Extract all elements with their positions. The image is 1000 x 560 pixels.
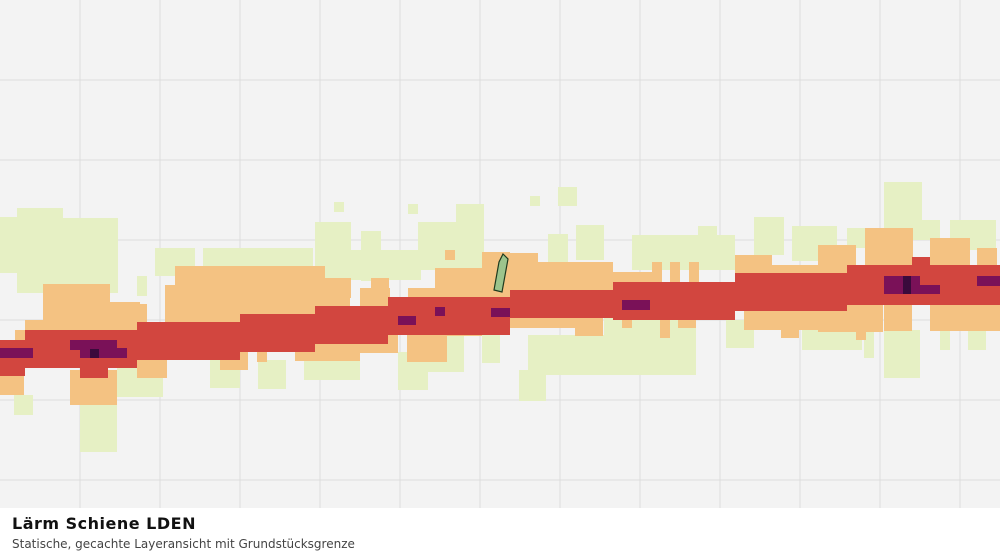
footer: Lärm Schiene LDEN Statische, gecachte La… — [0, 508, 1000, 560]
map-subtitle: Statische, gecachte Layeransicht mit Gru… — [12, 537, 355, 551]
noise-very-high — [0, 276, 1000, 358]
parcel-boundary — [493, 252, 509, 293]
map — [0, 0, 1000, 508]
noise-high — [0, 257, 1000, 378]
map-title: Lärm Schiene LDEN — [12, 514, 196, 533]
noise-medium — [0, 228, 1000, 405]
